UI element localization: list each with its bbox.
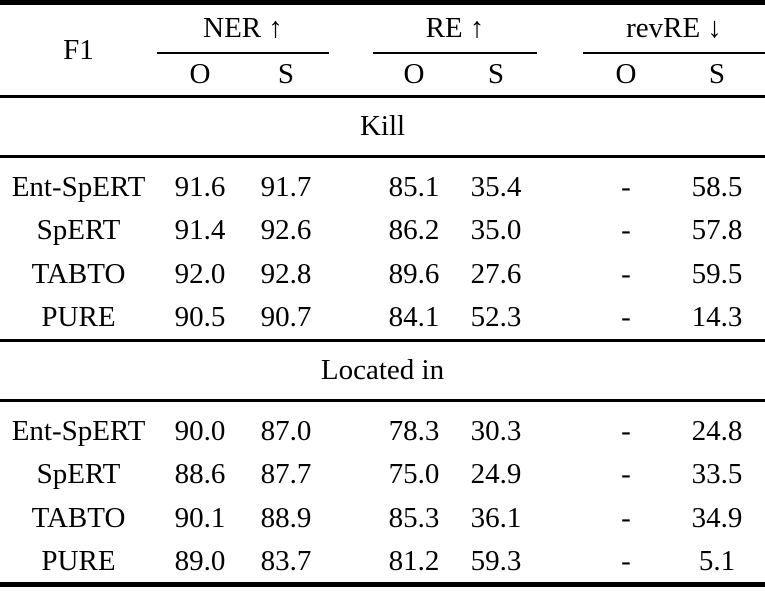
model-name: Ent-SpERT	[11, 414, 146, 447]
metric-value: -	[621, 458, 631, 490]
column-spacer	[537, 401, 583, 453]
metric-value: -	[621, 214, 631, 246]
table-row: Ent-SpERT 90.0 87.0 78.3 30.3 - 24.8	[0, 401, 765, 453]
group-header-revre: revRE ↓	[583, 2, 765, 54]
group-header-re: RE ↑	[373, 2, 537, 54]
metric-label: F1	[63, 33, 94, 66]
subcol-revre-s: S	[708, 57, 726, 90]
column-spacer	[537, 453, 583, 497]
metric-value: 90.7	[260, 301, 312, 334]
model-name: TABTO	[31, 258, 126, 290]
metric-value: 91.6	[174, 170, 226, 203]
section-row: Located in	[0, 339, 765, 402]
subcol-re-s: S	[487, 57, 505, 90]
subcol-ner-o: O	[189, 57, 211, 90]
metric-value: -	[621, 502, 631, 534]
section-row: Kill	[0, 95, 765, 158]
metric-value: 36.1	[470, 502, 522, 534]
metric-value: 84.1	[388, 301, 440, 334]
metric-value: 90.0	[174, 414, 226, 447]
metric-value: 5.1	[698, 544, 736, 577]
metric-value: 24.8	[691, 414, 743, 447]
metric-value: 92.0	[174, 258, 226, 290]
column-spacer	[537, 541, 583, 585]
metric-value: 91.4	[174, 214, 226, 246]
metric-value: 24.9	[470, 458, 522, 490]
column-spacer	[329, 157, 373, 209]
table-row: TABTO 92.0 92.8 89.6 27.6 - 59.5	[0, 253, 765, 297]
column-spacer	[329, 497, 373, 541]
column-spacer	[329, 297, 373, 341]
table-row: SpERT 88.6 87.7 75.0 24.9 - 33.5	[0, 453, 765, 497]
model-name: SpERT	[36, 214, 121, 246]
metric-value: 92.8	[260, 258, 312, 290]
column-spacer	[329, 401, 373, 453]
metric-value: 89.0	[174, 544, 226, 577]
metric-value: 88.9	[260, 502, 312, 534]
section-title: Located in	[0, 339, 765, 402]
table-row: PURE 90.5 90.7 84.1 52.3 - 14.3	[0, 297, 765, 341]
metric-value: 30.3	[470, 414, 522, 447]
metric-value: 86.2	[388, 214, 440, 246]
table-row: PURE 89.0 83.7 81.2 59.3 - 5.1	[0, 541, 765, 585]
model-name: SpERT	[36, 458, 121, 490]
column-spacer	[537, 209, 583, 253]
column-spacer	[329, 209, 373, 253]
metric-value: 59.3	[470, 544, 522, 577]
metric-value: 90.5	[174, 301, 226, 334]
metric-value: 57.8	[691, 214, 743, 246]
subcol-re-o: O	[403, 57, 425, 90]
column-spacer	[329, 3, 373, 97]
metric-value: -	[621, 258, 631, 290]
table-row: SpERT 91.4 92.6 86.2 35.0 - 57.8	[0, 209, 765, 253]
metric-value: 81.2	[388, 544, 440, 577]
column-spacer	[537, 497, 583, 541]
metric-value: 78.3	[388, 414, 440, 447]
metric-value: 90.1	[174, 502, 226, 534]
table-row: Ent-SpERT 91.6 91.7 85.1 35.4 - 58.5	[0, 157, 765, 209]
metric-value: 35.4	[470, 170, 522, 203]
section-title: Kill	[0, 95, 765, 158]
model-name: Ent-SpERT	[11, 170, 146, 203]
metric-value: 59.5	[691, 258, 743, 290]
metric-value: -	[621, 170, 631, 203]
metric-value: -	[621, 544, 631, 577]
metric-value: 52.3	[470, 301, 522, 334]
model-name: PURE	[41, 544, 116, 577]
column-spacer	[537, 3, 583, 97]
metric-value: 87.0	[260, 414, 312, 447]
metric-value: 27.6	[470, 258, 522, 290]
metric-value: 85.3	[388, 502, 440, 534]
metric-value: 85.1	[388, 170, 440, 203]
column-spacer	[537, 157, 583, 209]
metric-value: 89.6	[388, 258, 440, 290]
metric-value: -	[621, 414, 631, 447]
column-spacer	[537, 297, 583, 341]
subcol-revre-o: O	[615, 57, 637, 90]
metric-value: 91.7	[260, 170, 312, 203]
column-spacer	[537, 253, 583, 297]
metric-value: 83.7	[260, 544, 312, 577]
metric-value: 88.6	[174, 458, 226, 490]
model-name: TABTO	[31, 502, 126, 534]
column-spacer	[329, 541, 373, 585]
metric-value: -	[621, 301, 631, 334]
group-header-ner: NER ↑	[157, 2, 329, 54]
header-group-row: F1 NER ↑ RE ↑ revRE ↓	[0, 2, 765, 66]
metric-value: 35.0	[470, 214, 522, 246]
metric-value: 87.7	[260, 458, 312, 490]
metric-value: 14.3	[691, 301, 743, 334]
metric-value: 58.5	[691, 170, 743, 203]
metric-value: 34.9	[691, 502, 743, 534]
model-name: PURE	[41, 301, 116, 334]
column-spacer	[329, 453, 373, 497]
metric-value: 33.5	[691, 458, 743, 490]
metric-value: 92.6	[260, 214, 312, 246]
metric-value: 75.0	[388, 458, 440, 490]
header-sub-row: O S O S O S	[0, 53, 765, 97]
results-table: F1 NER ↑ RE ↑ revRE ↓ O S O S O S Kill En…	[0, 0, 765, 587]
column-spacer	[329, 253, 373, 297]
table-row: TABTO 90.1 88.9 85.3 36.1 - 34.9	[0, 497, 765, 541]
subcol-ner-s: S	[277, 57, 295, 90]
